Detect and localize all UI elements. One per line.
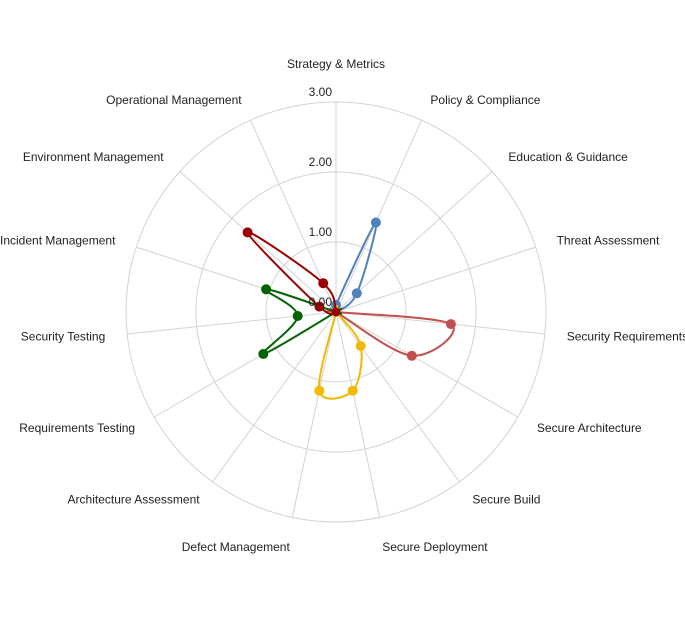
tick-label: 1.00 (309, 225, 333, 239)
data-point (445, 319, 456, 330)
data-point (242, 227, 253, 238)
data-point (314, 385, 325, 396)
data-point (370, 217, 381, 228)
series-line (317, 305, 363, 400)
axis-label: Architecture Assessment (68, 493, 201, 507)
axis-label: Requirements Testing (19, 421, 135, 435)
data-point (314, 301, 325, 312)
series-1 (331, 217, 381, 315)
data-point (351, 288, 362, 299)
center-point (331, 307, 341, 317)
data-point (292, 311, 303, 321)
data-point (347, 385, 358, 396)
data-point (261, 284, 272, 295)
grid-spoke (335, 311, 545, 335)
axis-label: Defect Management (182, 540, 291, 554)
axis-label: Policy & Compliance (430, 93, 540, 107)
grid-spoke (335, 311, 460, 483)
axis-label: Threat Assessment (557, 233, 660, 247)
grid-spoke (179, 171, 337, 313)
radar-series (242, 217, 456, 400)
data-point (406, 350, 417, 361)
axis-label: Security Requirements (567, 329, 685, 343)
data-point (258, 349, 269, 359)
tick-label: 0.00 (309, 295, 333, 309)
axis-label: Secure Build (472, 493, 540, 507)
tick-label: 3.00 (309, 85, 333, 99)
series-2 (326, 307, 456, 361)
data-point (355, 341, 366, 351)
axis-label: Environment Management (23, 150, 164, 164)
tick-label: 2.00 (309, 155, 333, 169)
grid-spoke (335, 171, 493, 313)
grid-spoke (335, 311, 519, 418)
data-point (318, 278, 329, 289)
grid-spoke (212, 311, 337, 483)
radar-grid (125, 101, 547, 523)
grid-spoke (335, 246, 536, 313)
axis-label: Education & Guidance (508, 150, 628, 164)
axis-label: Operational Management (106, 93, 242, 107)
axis-label: Strategy & Metrics (287, 57, 385, 71)
grid-spoke (335, 311, 381, 518)
axis-labels: Strategy & Metrics Policy & Compliance Edu… (0, 57, 685, 554)
axis-label: Incident Management (0, 233, 116, 247)
grid-spoke (291, 311, 337, 518)
axis-label: Secure Architecture (537, 421, 642, 435)
radial-ticks: 0.00 1.00 2.00 3.00 (309, 85, 333, 309)
axis-label: Security Testing (21, 329, 106, 343)
series-line (326, 307, 455, 357)
axis-label: Secure Deployment (382, 540, 488, 554)
grid-spoke (335, 119, 422, 313)
